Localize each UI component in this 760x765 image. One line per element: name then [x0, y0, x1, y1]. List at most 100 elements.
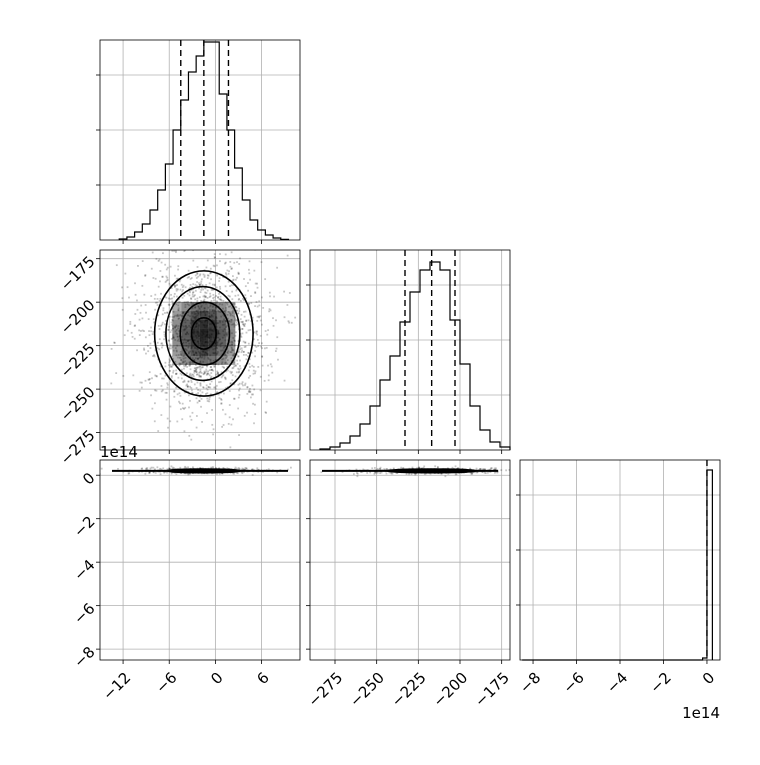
- sample-point: [194, 298, 197, 301]
- sample-point: [216, 391, 219, 394]
- sample-point: [126, 329, 129, 332]
- sample-point: [174, 314, 177, 317]
- density-cell: [181, 301, 191, 311]
- sample-point: [184, 406, 187, 409]
- density-cell: [199, 346, 209, 356]
- sample-point: [191, 291, 194, 294]
- hist-p2-panel: [306, 249, 511, 454]
- sample-point: [164, 323, 166, 326]
- sample-point: [226, 324, 229, 327]
- sample-point: [277, 358, 279, 361]
- sample-point: [182, 360, 185, 363]
- sample-point: [255, 332, 258, 335]
- sample-point: [219, 260, 221, 263]
- sample-point: [184, 286, 187, 289]
- sample-point: [241, 332, 244, 335]
- sample-point: [236, 276, 238, 279]
- sample-point: [172, 336, 175, 339]
- sample-point: [205, 292, 208, 294]
- sample-point: [257, 366, 260, 368]
- sample-point: [177, 327, 179, 330]
- sample-point: [169, 343, 172, 346]
- sample-point: [241, 381, 244, 384]
- sample-point: [177, 288, 179, 291]
- density-cell: [190, 328, 200, 338]
- sample-point: [232, 349, 235, 352]
- sample-point: [226, 386, 229, 388]
- sample-point: [211, 368, 213, 371]
- sample-point: [188, 406, 190, 409]
- sample-point: [237, 407, 240, 410]
- sample-point: [379, 472, 381, 475]
- density-cell: [190, 310, 200, 320]
- scatter-p1-p2-panel: −275−250−225−200−175: [57, 249, 301, 468]
- sample-point: [505, 469, 508, 472]
- sample-point: [166, 383, 169, 386]
- sample-point: [224, 362, 227, 365]
- sample-point: [376, 471, 379, 474]
- sample-point: [128, 296, 130, 299]
- sample-point: [198, 371, 201, 374]
- sample-point: [229, 382, 232, 385]
- sample-point: [265, 346, 268, 349]
- sample-point: [229, 265, 232, 268]
- sample-point: [131, 335, 134, 338]
- sample-point: [168, 364, 170, 366]
- density-cell: [208, 319, 218, 329]
- sample-point: [155, 257, 158, 260]
- sample-point: [166, 417, 169, 420]
- sample-point: [253, 388, 256, 391]
- sample-point: [243, 310, 245, 313]
- sample-point: [254, 349, 257, 352]
- sample-point: [254, 291, 257, 294]
- sample-point: [527, 470, 529, 472]
- sample-point: [247, 282, 249, 284]
- sample-point: [229, 351, 232, 353]
- sample-point: [168, 304, 171, 306]
- sample-point: [208, 400, 211, 403]
- sample-point: [256, 286, 259, 289]
- sample-point: [189, 472, 191, 475]
- sample-point: [221, 303, 224, 306]
- sample-point: [196, 272, 199, 275]
- density-cell: [226, 328, 236, 338]
- sample-point: [411, 466, 414, 469]
- sample-point: [226, 366, 229, 368]
- sample-point: [235, 331, 237, 334]
- sample-point: [383, 468, 386, 471]
- sample-point: [174, 326, 177, 329]
- sample-point: [188, 276, 190, 278]
- sample-point: [255, 345, 258, 348]
- sample-point: [199, 370, 202, 373]
- sample-point: [210, 372, 213, 374]
- sample-point: [470, 472, 473, 475]
- sample-point: [161, 389, 164, 392]
- sample-point: [156, 466, 159, 469]
- sample-point: [320, 471, 323, 474]
- sample-point: [356, 475, 359, 478]
- sample-point: [180, 359, 183, 362]
- sample-point: [169, 360, 171, 362]
- sample-point: [422, 467, 425, 469]
- sample-point: [418, 467, 420, 469]
- sample-point: [160, 342, 163, 345]
- sample-point: [429, 472, 432, 475]
- sample-point: [169, 331, 172, 334]
- sample-point: [218, 473, 221, 475]
- sample-point: [212, 297, 215, 300]
- sample-point: [188, 361, 191, 364]
- sample-point: [244, 297, 247, 300]
- sample-point: [244, 310, 247, 313]
- sample-point: [208, 398, 211, 401]
- sample-point: [232, 308, 235, 311]
- sample-point: [159, 280, 161, 283]
- sample-point: [229, 382, 232, 385]
- sample-point: [237, 371, 240, 374]
- panel-frame: [99, 459, 301, 661]
- sample-point: [155, 375, 158, 378]
- sample-point: [221, 361, 224, 364]
- density-cell: [181, 346, 191, 356]
- sample-point: [169, 284, 172, 287]
- sample-point: [176, 314, 178, 317]
